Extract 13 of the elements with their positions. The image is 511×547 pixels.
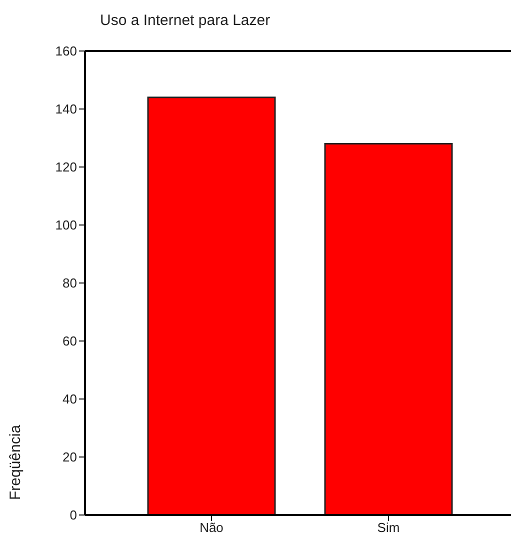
- y-tick-label: 0: [70, 508, 77, 523]
- y-tick-label: 40: [62, 392, 77, 407]
- y-tick-label: 60: [62, 334, 77, 349]
- y-tick-label: 80: [62, 276, 77, 291]
- y-axis-title: Freqüência: [7, 424, 24, 500]
- y-tick-label: 20: [62, 450, 77, 465]
- y-tick-label: 160: [55, 44, 77, 59]
- x-tick-label: Sim: [377, 520, 400, 536]
- y-tick-label: 100: [55, 218, 77, 233]
- x-tick-label: Não: [200, 520, 224, 536]
- y-tick-label: 120: [55, 160, 77, 175]
- y-tick-label: 140: [55, 102, 77, 117]
- chart-title: Uso a Internet para Lazer: [100, 12, 270, 29]
